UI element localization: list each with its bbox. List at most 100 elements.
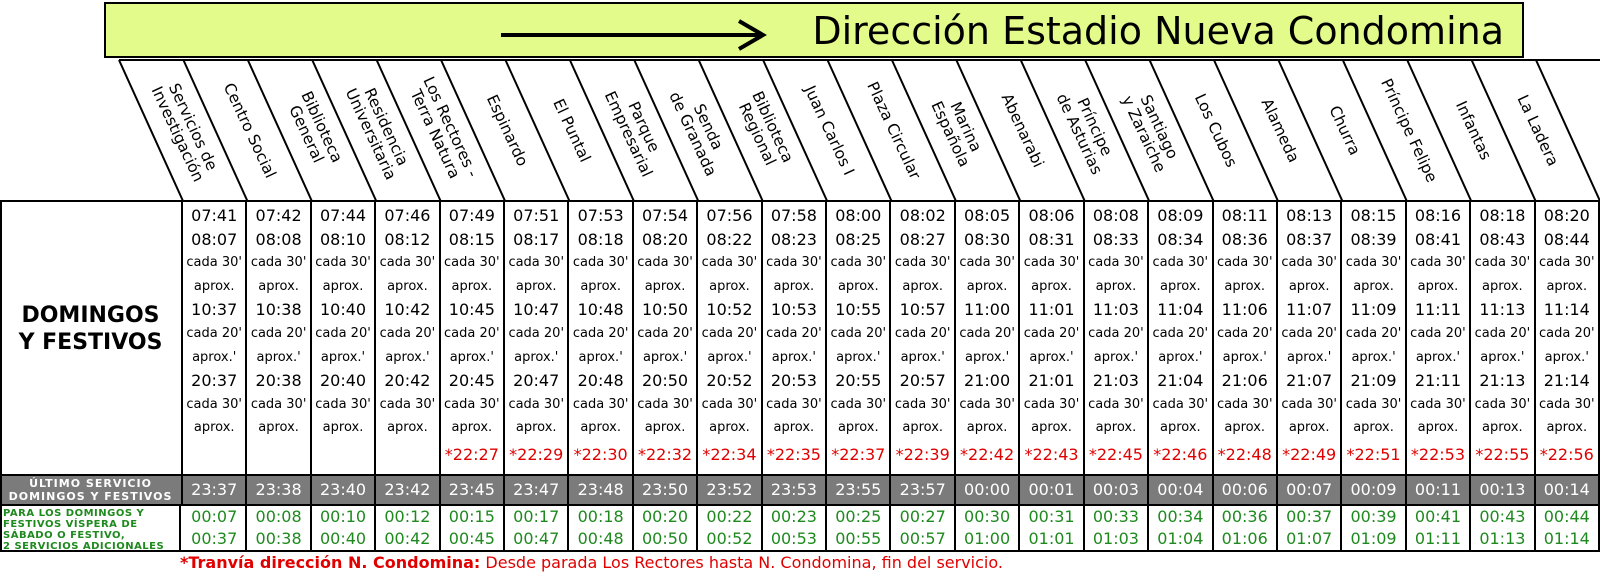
frequency-note: aprox.' bbox=[1415, 349, 1461, 365]
last-service-time: 00:06 bbox=[1214, 476, 1278, 504]
last-service-row: ÚLTIMO SERVICIO DOMINGOS Y FESTIVOS 23:3… bbox=[0, 474, 1600, 506]
frequency-note: aprox. bbox=[258, 420, 299, 436]
extra-services-label: PARA LOS DOMINGOS Y FESTIVOS VÍSPERA DE … bbox=[0, 506, 181, 552]
frequency-note: cada 30' bbox=[830, 396, 887, 412]
stop-column: 08:06 08:31 cada 30' aprox. 11:01 cada 20' apr… bbox=[1020, 202, 1085, 474]
frequency-note: aprox.' bbox=[964, 349, 1010, 365]
departure-time: 08:20 bbox=[642, 229, 689, 249]
last-service-time: 23:38 bbox=[247, 476, 312, 504]
departure-time: 20:48 bbox=[577, 371, 624, 391]
last-service-time: 23:53 bbox=[763, 476, 828, 504]
frequency-note: aprox. bbox=[387, 420, 428, 436]
frequency-note: cada 20' bbox=[894, 326, 951, 341]
departure-time: 08:11 bbox=[1221, 206, 1268, 225]
frequency-note: cada 30' bbox=[701, 255, 758, 271]
departure-time: 08:33 bbox=[1092, 229, 1139, 249]
frequency-note: cada 20' bbox=[1088, 326, 1144, 341]
last-tram-time: *22:46 bbox=[1153, 445, 1208, 464]
stop-column: 07:44 08:10 cada 30' aprox. 10:40 cada 20' apr… bbox=[312, 202, 377, 474]
last-service-time: 23:47 bbox=[505, 476, 570, 504]
header-divider bbox=[697, 59, 764, 202]
departure-time: 21:11 bbox=[1414, 371, 1462, 391]
extra-service-cell: 00:07 00:37 bbox=[183, 506, 248, 550]
extra-service-time: 00:18 bbox=[577, 507, 624, 526]
frequency-note: cada 30' bbox=[1281, 396, 1337, 412]
frequency-note: cada 30' bbox=[1345, 255, 1402, 271]
frequency-note: cada 30' bbox=[1474, 255, 1531, 271]
frequency-note: cada 30' bbox=[379, 396, 436, 412]
frequency-note: cada 30' bbox=[1088, 396, 1144, 412]
frequency-note: aprox. bbox=[322, 420, 364, 436]
departure-time: 11:00 bbox=[964, 300, 1011, 320]
last-service-time: 23:55 bbox=[827, 476, 892, 504]
frequency-note: cada 20' bbox=[508, 326, 565, 341]
departure-time: 10:40 bbox=[319, 300, 367, 320]
extra-service-time: 00:12 bbox=[384, 507, 431, 526]
days-label-line: Y FESTIVOS bbox=[18, 330, 163, 355]
frequency-note: cada 20' bbox=[637, 326, 693, 341]
departure-time: 10:53 bbox=[770, 300, 817, 320]
extra-service-time: 00:41 bbox=[1414, 507, 1462, 526]
frequency-note: aprox. bbox=[1353, 278, 1394, 294]
header-divider bbox=[762, 59, 829, 202]
extra-service-time: 00:53 bbox=[770, 529, 817, 548]
header-divider bbox=[1406, 59, 1473, 202]
header-divider bbox=[440, 59, 506, 202]
last-service-label: ÚLTIMO SERVICIO DOMINGOS Y FESTIVOS bbox=[0, 476, 183, 505]
last-tram-time: *22:39 bbox=[895, 445, 950, 464]
extra-service-cell: 00:39 01:09 bbox=[1342, 506, 1407, 550]
departure-time: 08:43 bbox=[1479, 229, 1526, 249]
stop-column: 08:18 08:43 cada 30' aprox. 11:13 cada 20' apr… bbox=[1471, 202, 1536, 474]
stop-name-header: El Puntal bbox=[549, 96, 594, 165]
frequency-note: cada 20' bbox=[1281, 326, 1337, 341]
extra-label-line: PARA LOS DOMINGOS Y bbox=[3, 508, 145, 519]
header-divider bbox=[1277, 59, 1344, 202]
frequency-note: cada 30' bbox=[508, 396, 565, 412]
extra-service-time: 01:00 bbox=[964, 529, 1011, 548]
extra-service-time: 00:37 bbox=[191, 529, 238, 548]
frequency-note: cada 30' bbox=[959, 255, 1015, 271]
departure-time: 08:22 bbox=[706, 229, 753, 249]
frequency-note: aprox. bbox=[1482, 420, 1523, 436]
departure-time: 07:53 bbox=[577, 206, 624, 225]
extra-service-time: 00:45 bbox=[448, 529, 495, 548]
last-service-label-line: ÚLTIMO SERVICIO bbox=[29, 477, 152, 490]
last-service-time: 00:09 bbox=[1342, 476, 1407, 504]
days-label-line: DOMINGOS bbox=[21, 303, 160, 328]
departure-time: 10:45 bbox=[448, 300, 495, 320]
extra-service-cell: 00:12 00:42 bbox=[376, 506, 441, 550]
header-divider bbox=[1535, 59, 1600, 202]
departure-time: 07:56 bbox=[706, 206, 753, 225]
departure-time: 21:03 bbox=[1092, 371, 1139, 391]
stop-column: 07:58 08:23 cada 30' aprox. 10:53 cada 20' apr… bbox=[763, 202, 828, 474]
extra-service-time: 01:01 bbox=[1028, 529, 1075, 548]
extra-service-time: 00:42 bbox=[384, 529, 431, 548]
frequency-note: aprox. bbox=[966, 278, 1008, 294]
departure-time: 08:20 bbox=[1543, 206, 1590, 225]
table-frame-left bbox=[0, 202, 2, 552]
frequency-note: cada 30' bbox=[379, 255, 436, 271]
extra-service-cell: 00:43 01:13 bbox=[1471, 506, 1536, 550]
days-label-cell: DOMINGOS Y FESTIVOS bbox=[0, 202, 183, 474]
departure-time: 08:08 bbox=[255, 229, 302, 249]
frequency-note: cada 30' bbox=[1345, 396, 1402, 412]
header-divider bbox=[118, 59, 184, 202]
departure-time: 20:40 bbox=[319, 371, 367, 391]
frequency-note: aprox. bbox=[1224, 420, 1266, 436]
last-tram-time: *22:49 bbox=[1282, 445, 1337, 464]
frequency-note: aprox. bbox=[1288, 420, 1330, 436]
departure-time: 07:46 bbox=[384, 206, 431, 225]
frequency-note: aprox.' bbox=[449, 349, 494, 365]
departure-time: 08:25 bbox=[835, 229, 882, 249]
stop-column: 08:11 08:36 cada 30' aprox. 11:06 cada 20' apr… bbox=[1214, 202, 1278, 474]
frequency-note: aprox. bbox=[902, 420, 944, 436]
frequency-note: cada 20' bbox=[830, 326, 887, 341]
departure-time: 20:42 bbox=[384, 371, 431, 391]
frequency-note: cada 30' bbox=[766, 255, 822, 271]
frequency-note: cada 30' bbox=[894, 255, 951, 271]
frequency-note: cada 30' bbox=[444, 255, 500, 271]
extra-service-time: 00:39 bbox=[1350, 507, 1397, 526]
departure-time: 11:01 bbox=[1028, 300, 1075, 320]
frequency-note: aprox. bbox=[193, 420, 235, 436]
direction-banner: Dirección Estadio Nueva Condomina bbox=[104, 2, 1524, 58]
